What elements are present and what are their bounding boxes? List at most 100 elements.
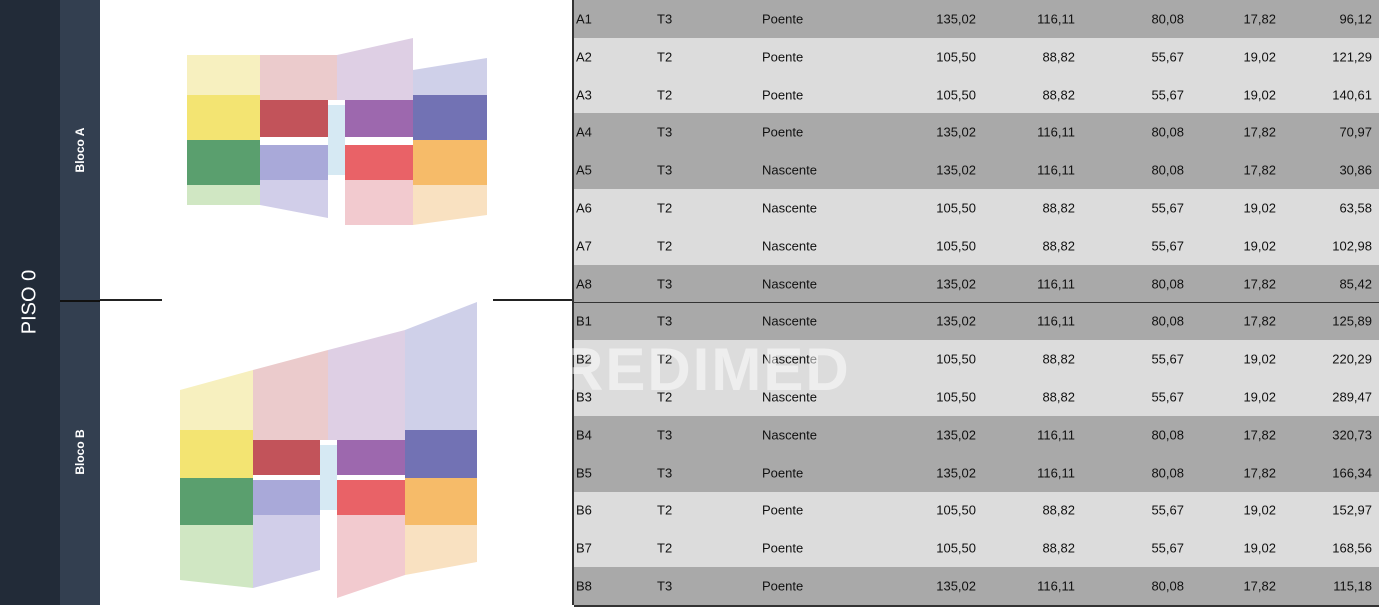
table-cell: 63,58: [1339, 200, 1372, 216]
table-cell: 135,02: [936, 162, 976, 178]
table-row: B7 T2 Poente 105,50 88,82 55,67 19,02 168,56: [574, 529, 1379, 568]
table-cell: 19,02: [1243, 540, 1276, 556]
table-cell: 19,02: [1243, 389, 1276, 405]
table-cell: 105,50: [936, 49, 976, 65]
table-cell: 289,47: [1332, 389, 1372, 405]
table-cell: 17,82: [1243, 124, 1276, 140]
table-cell: 17,82: [1243, 162, 1276, 178]
table-row: B3 T2 Nascente 105,50 88,82 55,67 19,02 289,47: [574, 378, 1379, 416]
table-cell: T3: [657, 162, 673, 178]
table-cell: Nascente: [762, 162, 817, 178]
table-cell: 152,97: [1332, 502, 1372, 518]
table-cell: 121,29: [1332, 49, 1372, 65]
table-row: B5 T3 Poente 135,02 116,11 80,08 17,82 166,34: [574, 453, 1379, 492]
table-cell: 70,97: [1339, 124, 1372, 140]
table-cell: T3: [657, 578, 673, 594]
table-cell: 19,02: [1243, 238, 1276, 254]
table-cell: T2: [657, 389, 673, 405]
table-cell: 116,11: [1037, 427, 1075, 443]
table-cell: T2: [657, 87, 673, 103]
table-cell: Poente: [762, 465, 804, 481]
table-cell: A1: [576, 11, 592, 27]
table-row: B6 T2 Poente 105,50 88,82 55,67 19,02 152,97: [574, 491, 1379, 530]
table-row: A4 T3 Poente 135,02 116,11 80,08 17,82 70,97: [574, 113, 1379, 152]
table-cell: Poente: [762, 87, 804, 103]
table-row: B1 T3 Nascente 135,02 116,11 80,08 17,82 125,89: [574, 302, 1379, 341]
table-cell: T3: [657, 465, 673, 481]
table-cell: 140,61: [1332, 87, 1372, 103]
table-cell: 116,11: [1037, 313, 1075, 329]
table-cell: 19,02: [1243, 351, 1276, 367]
table-cell: A3: [576, 87, 592, 103]
floor-label: PISO 0: [18, 269, 41, 335]
table-cell: T3: [657, 427, 673, 443]
table-cell: B2: [576, 351, 592, 367]
table-cell: 116,11: [1037, 124, 1075, 140]
table-cell: A4: [576, 124, 592, 140]
table-cell: 135,02: [936, 124, 976, 140]
table-cell: Nascente: [762, 427, 817, 443]
table-cell: Poente: [762, 124, 804, 140]
block-label: Bloco A: [73, 127, 87, 173]
table-cell: 116,11: [1037, 276, 1075, 292]
table-cell: Nascente: [762, 313, 817, 329]
table-cell: 135,02: [936, 578, 976, 594]
table-cell: Nascente: [762, 276, 817, 292]
table-row: A8 T3 Nascente 135,02 116,11 80,08 17,82 85,42: [574, 264, 1379, 305]
table-cell: 88,82: [1042, 502, 1075, 518]
table-cell: A5: [576, 162, 592, 178]
table-cell: 17,82: [1243, 578, 1276, 594]
table-cell: T3: [657, 11, 673, 27]
table-row: A2 T2 Poente 105,50 88,82 55,67 19,02 121,29: [574, 37, 1379, 76]
table-row: B2 T2 Nascente 105,50 88,82 55,67 19,02 220,29: [574, 340, 1379, 379]
table-row: B4 T3 Nascente 135,02 116,11 80,08 17,82 320,73: [574, 415, 1379, 454]
table-cell: 166,34: [1332, 465, 1372, 481]
table-cell: 102,98: [1332, 238, 1372, 254]
table-cell: Poente: [762, 540, 804, 556]
table-cell: A8: [576, 276, 592, 292]
table-cell: T3: [657, 276, 673, 292]
table-cell: 30,86: [1339, 162, 1372, 178]
table-row: A5 T3 Nascente 135,02 116,11 80,08 17,82 30,86: [574, 151, 1379, 190]
table-cell: B1: [576, 313, 592, 329]
table-cell: 19,02: [1243, 502, 1276, 518]
table-cell: 96,12: [1339, 11, 1372, 27]
table-cell: 116,11: [1037, 465, 1075, 481]
table-cell: 17,82: [1243, 465, 1276, 481]
table-cell: 135,02: [936, 313, 976, 329]
table-cell: 80,08: [1151, 162, 1184, 178]
floor-column: [0, 0, 60, 605]
table-cell: 17,82: [1243, 313, 1276, 329]
table-cell: 125,89: [1332, 313, 1372, 329]
table-cell: B8: [576, 578, 592, 594]
table-cell: 105,50: [936, 389, 976, 405]
table-row: A3 T2 Poente 105,50 88,82 55,67 19,02 140,61: [574, 75, 1379, 114]
table-cell: 19,02: [1243, 87, 1276, 103]
table-cell: 80,08: [1151, 313, 1184, 329]
table-cell: 80,08: [1151, 427, 1184, 443]
table-cell: 115,18: [1333, 578, 1372, 594]
table-cell: 135,02: [936, 276, 976, 292]
watermark: REDIMED: [560, 336, 851, 403]
table-cell: T3: [657, 313, 673, 329]
table-cell: 55,67: [1151, 389, 1184, 405]
table-cell: Nascente: [762, 351, 817, 367]
table-cell: 55,67: [1151, 502, 1184, 518]
table-cell: B6: [576, 502, 592, 518]
units-table: A1 T3 Poente 135,02 116,11 80,08 17,82 96,12 A2 T…: [572, 0, 1379, 607]
table-cell: T2: [657, 540, 673, 556]
table-row: A6 T2 Nascente 105,50 88,82 55,67 19,02 63,58: [574, 189, 1379, 227]
table-cell: A2: [576, 49, 592, 65]
table-cell: T2: [657, 200, 673, 216]
table-cell: 105,50: [936, 238, 976, 254]
table-cell: Poente: [762, 49, 804, 65]
table-cell: 88,82: [1042, 351, 1075, 367]
table-cell: 116,11: [1037, 11, 1075, 27]
table-cell: 88,82: [1042, 49, 1075, 65]
table-cell: 80,08: [1151, 11, 1184, 27]
table-row: A1 T3 Poente 135,02 116,11 80,08 17,82 96,12: [574, 0, 1379, 38]
table-cell: 88,82: [1042, 389, 1075, 405]
table-cell: 80,08: [1151, 465, 1184, 481]
table-cell: 88,82: [1042, 540, 1075, 556]
